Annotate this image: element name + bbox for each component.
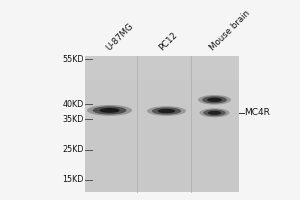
Ellipse shape	[200, 108, 230, 117]
Text: 25KD: 25KD	[62, 145, 83, 154]
Ellipse shape	[207, 98, 222, 102]
Bar	[85, 56, 238, 192]
Text: 15KD: 15KD	[62, 175, 83, 184]
Text: 40KD: 40KD	[62, 100, 83, 109]
Text: MC4R: MC4R	[244, 108, 270, 117]
Text: 35KD: 35KD	[62, 115, 83, 124]
Ellipse shape	[158, 109, 175, 113]
Ellipse shape	[198, 95, 231, 105]
Text: Mouse brain: Mouse brain	[208, 8, 252, 52]
Ellipse shape	[208, 111, 221, 115]
Ellipse shape	[147, 106, 186, 116]
Ellipse shape	[202, 96, 227, 103]
Text: PC12: PC12	[157, 30, 179, 52]
Ellipse shape	[203, 109, 226, 116]
Ellipse shape	[99, 108, 120, 113]
Ellipse shape	[93, 106, 126, 114]
Ellipse shape	[87, 105, 132, 116]
Text: 55KD: 55KD	[62, 55, 83, 64]
Text: U-87MG: U-87MG	[105, 21, 136, 52]
Ellipse shape	[152, 107, 181, 115]
Bar	[85, 56, 238, 80]
